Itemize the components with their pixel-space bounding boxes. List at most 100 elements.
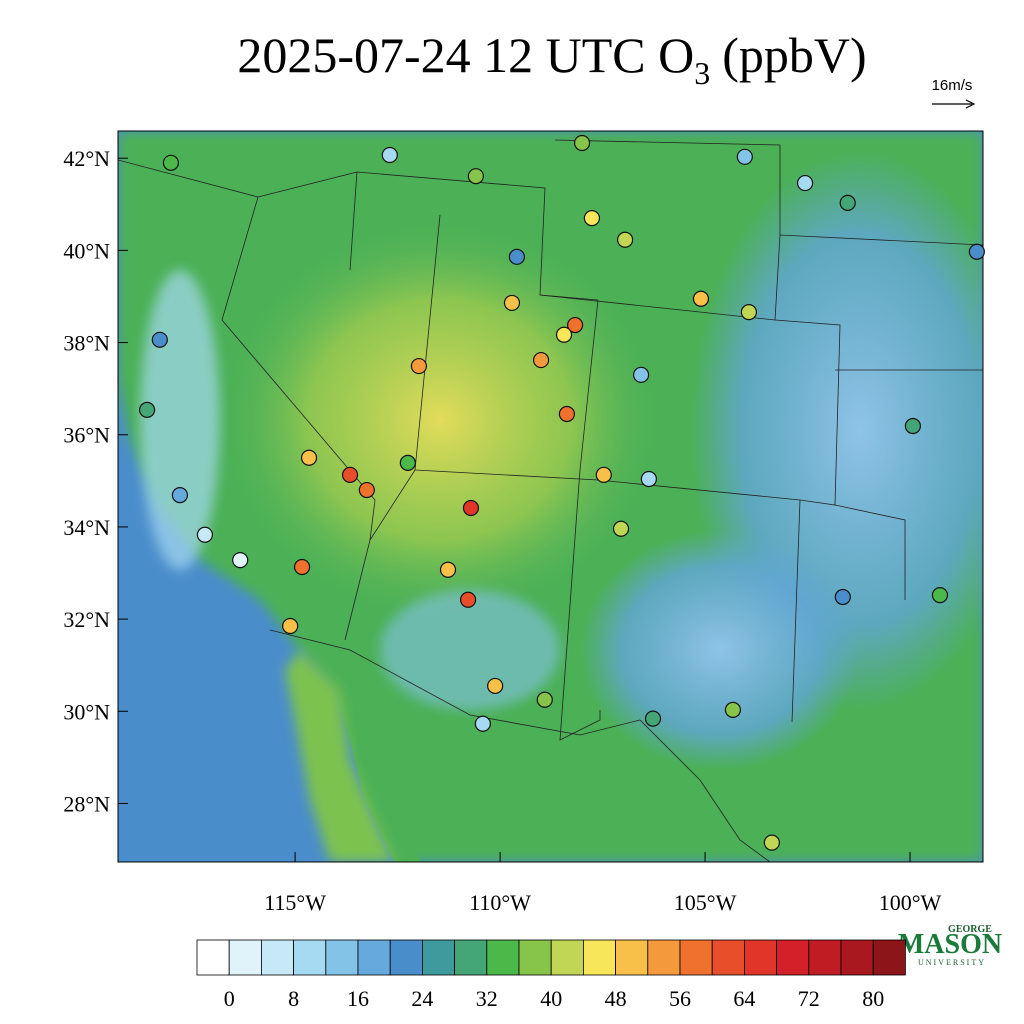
- colorbar-label: 56: [669, 986, 691, 1011]
- station: [162, 154, 179, 171]
- station: [282, 617, 299, 635]
- lat-label: 28°N: [63, 791, 110, 816]
- station: [796, 174, 814, 192]
- colorbar-label: 24: [411, 986, 433, 1011]
- colorbar-box: [840, 939, 874, 976]
- colorbar-box: [615, 939, 649, 976]
- station: [640, 470, 657, 488]
- station: [462, 499, 480, 517]
- colorbar-box: [260, 939, 294, 976]
- station: [503, 294, 521, 312]
- title-main: 2025-07-24 12 UTC O: [237, 27, 694, 83]
- station: [196, 526, 214, 543]
- colorbar-box: [679, 939, 713, 976]
- station: [839, 194, 856, 212]
- station: [692, 290, 710, 307]
- station: [558, 405, 575, 423]
- station: [474, 715, 491, 732]
- colorbar-box: [872, 939, 906, 976]
- colorbar-label: 64: [733, 986, 755, 1011]
- colorbar-box: [228, 939, 262, 976]
- lat-label: 32°N: [63, 607, 110, 632]
- station: [632, 366, 650, 383]
- colorbar-label: 72: [798, 986, 820, 1011]
- station: [763, 834, 780, 851]
- colorbar-label: 80: [862, 986, 884, 1011]
- station: [151, 331, 168, 348]
- station: [736, 148, 753, 165]
- station: [410, 357, 428, 375]
- colorbar-box: [711, 939, 745, 976]
- station: [467, 168, 484, 185]
- colorbar-box: [744, 939, 778, 976]
- station: [341, 466, 359, 483]
- station: [139, 401, 156, 418]
- station: [555, 326, 573, 343]
- station: [487, 677, 504, 695]
- station: [644, 710, 662, 727]
- station: [931, 587, 949, 604]
- logo-main: MASON: [898, 929, 1002, 960]
- station: [904, 417, 921, 435]
- station: [617, 231, 634, 248]
- wind-arrow: [932, 99, 976, 109]
- station: [381, 146, 398, 164]
- colorbar-box: [454, 939, 488, 976]
- lat-label: 30°N: [63, 699, 110, 724]
- colorbar-box: [196, 939, 230, 976]
- lat-label: 38°N: [63, 331, 110, 356]
- station: [358, 481, 375, 499]
- colorbar-box: [421, 939, 455, 976]
- station: [566, 316, 584, 334]
- logo: GEORGE MASON UNIVERSITY: [898, 924, 1002, 967]
- colorbar-label: 0: [224, 986, 235, 1011]
- colorbar-label: 8: [288, 986, 299, 1011]
- station: [508, 248, 525, 265]
- station: [399, 454, 416, 471]
- station: [834, 588, 851, 606]
- map-frame: [117, 130, 984, 863]
- colorbar-box: [776, 939, 810, 976]
- colorbar-box: [486, 939, 520, 976]
- logo-bottom: UNIVERSITY: [918, 958, 986, 967]
- colorbar-label: 40: [540, 986, 562, 1011]
- station: [293, 558, 311, 576]
- station: [459, 591, 477, 608]
- station: [595, 466, 612, 483]
- station: [171, 487, 189, 504]
- colorbar-box: [808, 939, 842, 976]
- lat-label: 36°N: [63, 423, 110, 448]
- lon-label: 115°W: [264, 890, 326, 915]
- station: [612, 520, 630, 537]
- station: [536, 691, 553, 708]
- station: [439, 561, 457, 578]
- colorbar-box: [389, 939, 423, 976]
- wind-reference: 16m/s: [932, 77, 973, 94]
- lat-label: 40°N: [63, 238, 110, 263]
- station: [724, 701, 742, 719]
- title: 2025-07-24 12 UTC O3 (ppbV): [237, 27, 866, 91]
- lat-label: 34°N: [63, 515, 110, 540]
- station: [232, 552, 249, 569]
- lat-label: 42°N: [63, 146, 110, 171]
- colorbar-label: 32: [476, 986, 498, 1011]
- colorbar-label: 16: [347, 986, 369, 1011]
- lon-label: 110°W: [469, 890, 531, 915]
- title-subscript: 3: [694, 55, 710, 91]
- colorbar-box: [550, 939, 584, 976]
- colorbar-box: [357, 939, 391, 976]
- station: [968, 243, 985, 260]
- colorbar-box: [583, 939, 617, 976]
- station: [300, 449, 318, 466]
- station: [583, 210, 601, 227]
- lon-label: 105°W: [674, 890, 737, 915]
- station: [740, 304, 758, 321]
- colorbar-box: [325, 939, 359, 976]
- colorbar-box: [293, 939, 327, 976]
- map-background: [118, 131, 983, 862]
- logo-top: GEORGE: [948, 924, 992, 935]
- station: [573, 134, 591, 152]
- colorbar-box: [647, 939, 681, 976]
- lon-label: 100°W: [879, 890, 942, 915]
